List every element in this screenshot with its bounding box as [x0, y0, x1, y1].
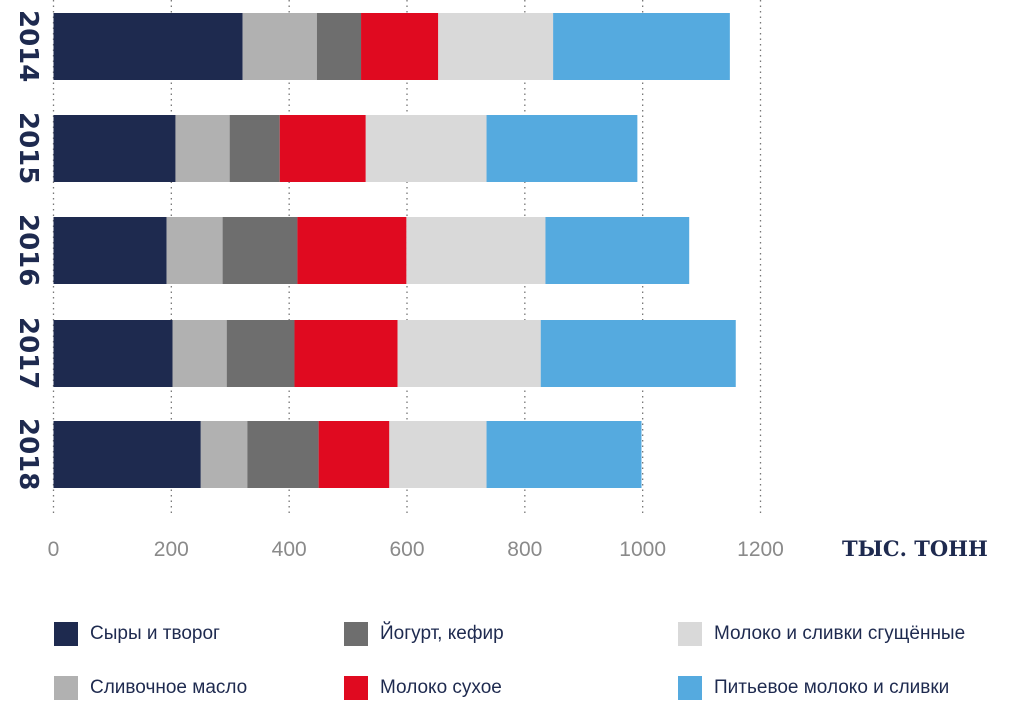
- bar-segment: [175, 115, 230, 182]
- x-axis-unit-label: ТЫС. ТОНН: [842, 536, 988, 561]
- bar-segment: [53, 421, 201, 488]
- legend-item-butter: Сливочное масло: [54, 676, 247, 700]
- legend-item-cheese: Сыры и творог: [54, 622, 220, 646]
- category-label: 2017: [13, 317, 43, 390]
- bar-segment: [226, 320, 295, 387]
- legend-label: Молоко сухое: [380, 677, 502, 698]
- legend-item-drinking-milk: Питьевое молоко и сливки: [678, 676, 949, 700]
- x-tick-label: 0: [48, 538, 60, 561]
- x-tick-label: 200: [154, 538, 189, 561]
- bar-segment: [53, 217, 167, 284]
- bar-segment: [486, 115, 638, 182]
- bar-segment: [361, 13, 439, 80]
- category-label: 2014: [13, 10, 43, 83]
- bar-segment: [318, 421, 390, 488]
- bar-segment: [200, 421, 248, 488]
- bar-segment: [229, 115, 280, 182]
- legend-label: Молоко и сливки сгущённые: [714, 623, 966, 644]
- x-tick-label: 800: [507, 538, 542, 561]
- legend-item-condensed: Молоко и сливки сгущённые: [678, 622, 965, 646]
- x-tick-label: 1000: [619, 538, 666, 561]
- x-tick-label: 1200: [737, 538, 784, 561]
- legend-item-dry-milk: Молоко сухое: [344, 676, 502, 700]
- category-label: 2015: [13, 112, 43, 185]
- bar-segment: [166, 217, 223, 284]
- legend-swatch: [678, 676, 702, 700]
- legend-label: Сливочное масло: [90, 677, 248, 698]
- legend-label: Питьевое молоко и сливки: [714, 677, 950, 698]
- legend-label: Сыры и творог: [90, 623, 220, 644]
- legend-label: Йогурт, кефир: [380, 623, 504, 644]
- x-tick-label: 400: [272, 538, 307, 561]
- bar-segment: [540, 320, 736, 387]
- bar-segment: [172, 320, 227, 387]
- bar-segment: [279, 115, 366, 182]
- legend-swatch: [344, 622, 368, 646]
- bar-segment: [53, 13, 243, 80]
- bar-segment: [389, 421, 487, 488]
- bar-segment: [297, 217, 407, 284]
- bar-segment: [53, 320, 173, 387]
- bar-segment: [242, 13, 317, 80]
- bar-segment: [553, 13, 730, 80]
- bar-segment: [486, 421, 642, 488]
- bar-segment: [247, 421, 319, 488]
- bar-segment: [438, 13, 554, 80]
- bar-segment: [397, 320, 541, 387]
- bar-segment: [406, 217, 546, 284]
- x-tick-label: 600: [389, 538, 424, 561]
- legend-swatch: [344, 676, 368, 700]
- bar-segment: [545, 217, 690, 284]
- legend-item-yogurt: Йогурт, кефир: [344, 622, 504, 646]
- bar-segment: [294, 320, 398, 387]
- bar-segment: [53, 115, 176, 182]
- bar-segment: [365, 115, 487, 182]
- legend-swatch: [54, 622, 78, 646]
- category-label: 2016: [13, 214, 43, 287]
- bar-segment: [316, 13, 362, 80]
- category-label: 2018: [13, 418, 43, 491]
- legend-swatch: [678, 622, 702, 646]
- legend-swatch: [54, 676, 78, 700]
- stacked-bar-chart: 0 200 400 600 800 1000 1200 ТЫС. ТОНН: [48, 0, 988, 561]
- bar-segment: [222, 217, 298, 284]
